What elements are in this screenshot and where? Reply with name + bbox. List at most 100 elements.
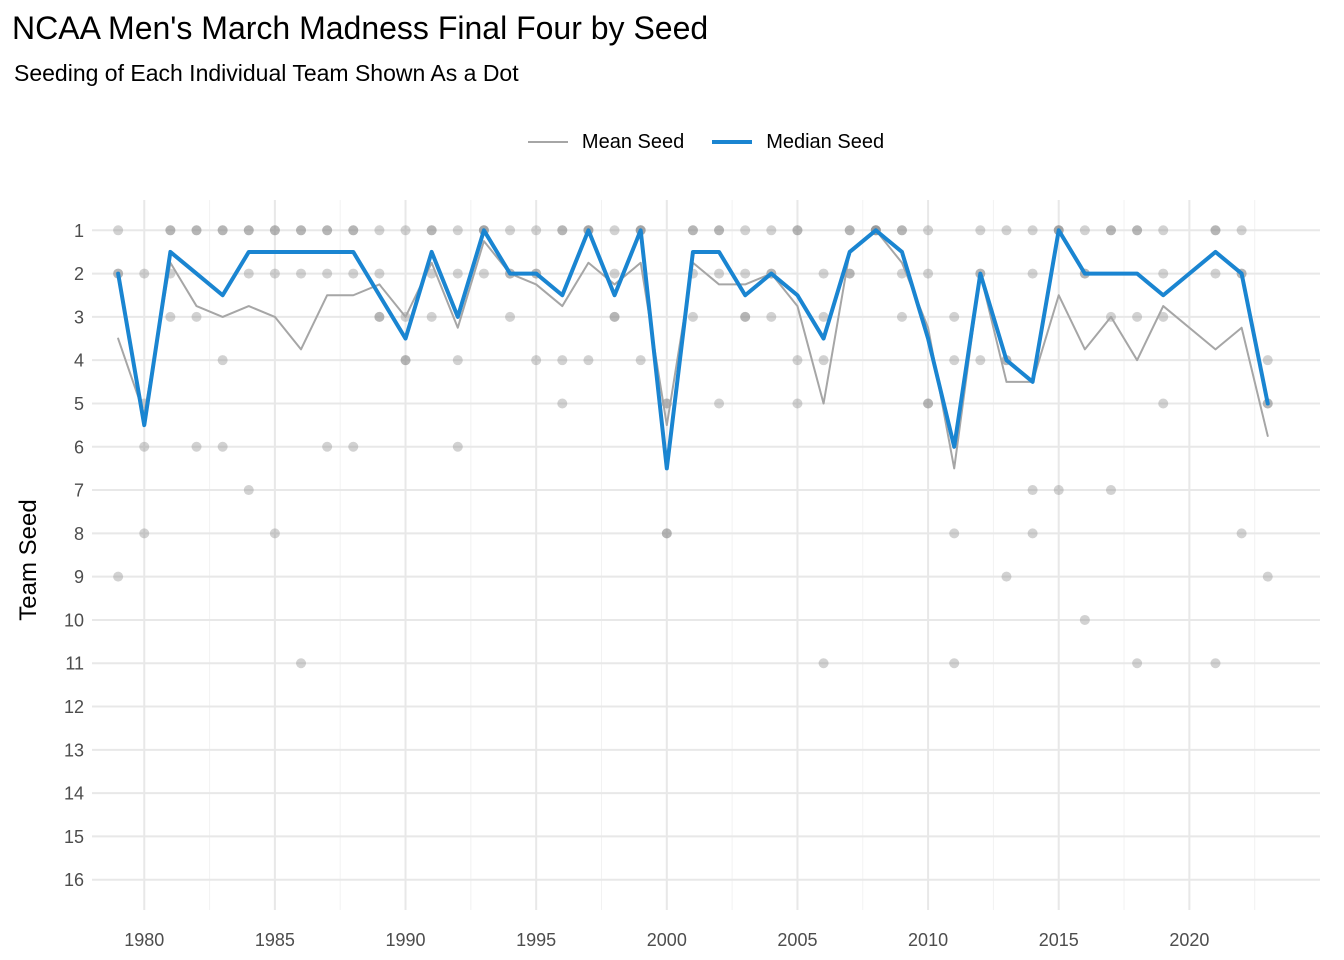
team-seed-dot [1262, 571, 1273, 582]
team-seed-dot [975, 225, 986, 236]
x-tick-label: 1980 [124, 930, 164, 950]
team-seed-dot [1105, 225, 1116, 236]
team-seed-dot [1210, 225, 1221, 236]
team-seed-dot [1132, 225, 1143, 236]
team-seed-dot [191, 225, 202, 236]
y-tick-label: 10 [64, 610, 84, 630]
team-seed-dot [296, 225, 307, 236]
y-tick-label: 16 [64, 870, 84, 890]
team-seed-dot [426, 311, 437, 322]
legend-item-median-seed: Median Seed [712, 131, 884, 154]
team-seed-dot [949, 311, 960, 322]
team-seed-dot [269, 268, 280, 279]
team-seed-dot [687, 225, 698, 236]
team-seed-dot [818, 658, 829, 669]
team-seed-dot [923, 398, 934, 409]
team-seed-dot [1158, 311, 1169, 322]
y-tick-label: 8 [74, 524, 84, 544]
team-seed-dot [740, 225, 751, 236]
team-seed-dot [1001, 571, 1012, 582]
team-seed-dot [792, 355, 803, 366]
team-seed-dot [844, 225, 855, 236]
team-seed-dot [949, 528, 960, 539]
chart-title: NCAA Men's March Madness Final Four by S… [12, 10, 709, 46]
legend-swatch-mean-seed [527, 141, 568, 143]
team-seed-dot [505, 311, 516, 322]
x-tick-label: 2015 [1039, 930, 1079, 950]
team-seed-dot [766, 311, 777, 322]
team-seed-dot [818, 268, 829, 279]
team-seed-dot [714, 268, 725, 279]
team-seed-dot [165, 311, 176, 322]
x-tick-label: 2000 [647, 930, 687, 950]
team-seed-dot [714, 225, 725, 236]
team-seed-dot [1027, 528, 1038, 539]
x-tick-label: 2005 [777, 930, 817, 950]
team-seed-dot [792, 398, 803, 409]
team-seed-dot [975, 355, 986, 366]
team-seed-dot [1132, 311, 1143, 322]
y-tick-label: 7 [74, 481, 84, 501]
team-seed-dot [1105, 225, 1116, 236]
team-seed-dot [818, 355, 829, 366]
team-seed-dot [139, 528, 150, 539]
team-seed-dot [1132, 658, 1143, 669]
team-seed-dot [374, 225, 385, 236]
y-tick-label: 9 [74, 567, 84, 587]
team-seed-dot [139, 441, 150, 452]
team-seed-dot [1158, 268, 1169, 279]
team-seed-dot [348, 225, 359, 236]
team-seed-dot [1262, 355, 1273, 366]
team-seed-dot [348, 268, 359, 279]
team-seed-dot [557, 225, 568, 236]
team-seed-dot [426, 225, 437, 236]
team-seed-dot [1158, 398, 1169, 409]
team-seed-dot [635, 355, 646, 366]
team-seed-dot [165, 225, 176, 236]
seed-lines [116, 228, 1270, 471]
team-seed-dot [923, 268, 934, 279]
team-seed-dot [191, 441, 202, 452]
team-seed-dot [1236, 528, 1247, 539]
team-seed-dot [609, 311, 620, 322]
team-seed-dot [243, 268, 254, 279]
team-seed-dot [792, 225, 803, 236]
team-seed-dot [949, 658, 960, 669]
team-seed-dot [217, 441, 228, 452]
team-seed-dot [296, 268, 307, 279]
team-seed-dot [557, 355, 568, 366]
team-seed-dot [1210, 225, 1221, 236]
team-seed-dot [531, 355, 542, 366]
team-seed-dot [348, 225, 359, 236]
team-seed-dot [1132, 225, 1143, 236]
team-seed-dot [1210, 268, 1221, 279]
team-seed-dot [322, 225, 333, 236]
median-seed-line [116, 228, 1270, 471]
team-seed-dot [322, 268, 333, 279]
team-seed-dot [1079, 614, 1090, 625]
legend-label-mean-seed: Mean Seed [581, 130, 685, 153]
team-seed-dot [243, 485, 254, 496]
team-seed-dot [400, 225, 411, 236]
team-seed-dot [452, 225, 463, 236]
y-tick-label: 6 [74, 437, 84, 457]
team-seed-dot [1027, 225, 1038, 236]
team-seed-dot [191, 311, 202, 322]
y-tick-label: 2 [74, 264, 84, 284]
team-seed-dot [374, 268, 385, 279]
team-seed-dot [269, 528, 280, 539]
team-seed-dot [766, 225, 777, 236]
team-seed-dot [1079, 225, 1090, 236]
y-tick-label: 12 [64, 697, 84, 717]
team-seed-dot [322, 225, 333, 236]
legend-swatch-median-seed [712, 140, 753, 144]
team-seed-dot [113, 571, 124, 582]
y-tick-label: 4 [74, 351, 84, 371]
team-seed-dot [609, 225, 620, 236]
team-seed-dot [217, 225, 228, 236]
team-seed-dot [609, 311, 620, 322]
team-seed-dot [1158, 225, 1169, 236]
team-seed-dot [1236, 225, 1247, 236]
team-seed-dot [923, 398, 934, 409]
